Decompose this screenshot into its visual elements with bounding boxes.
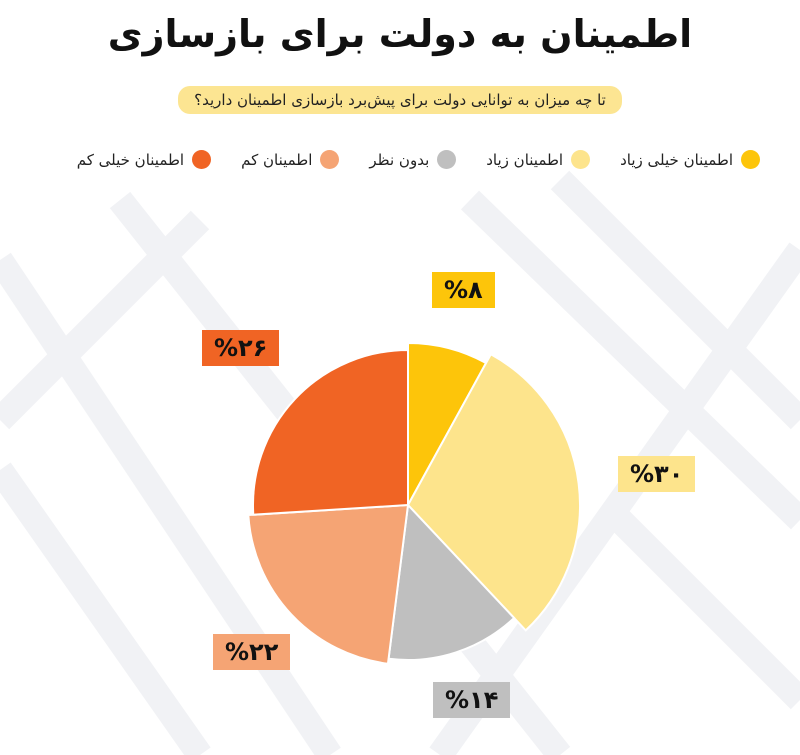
legend-swatch (571, 150, 591, 169)
background-stripe (610, 510, 800, 710)
data-label: %۸ (432, 272, 495, 308)
legend-swatch (437, 150, 457, 169)
background-stripe (0, 462, 211, 755)
data-label: %۱۴ (433, 682, 511, 718)
legend-label: اطمینان خیلی زیاد (620, 150, 733, 169)
background-stripe (0, 210, 210, 430)
legend-item: اطمینان زیاد (486, 150, 591, 169)
background-stripe (0, 252, 341, 755)
chart-subtitle: تا چه میزان به توانایی دولت برای پیش‌برد… (178, 86, 622, 114)
pie-slice (247, 503, 410, 665)
legend-item: اطمینان کم (241, 150, 340, 169)
legend-item: اطمینان خیلی کم (76, 150, 212, 169)
legend-label: بدون نظر (369, 150, 430, 169)
background-stripe (429, 242, 800, 755)
data-label: %۳۰ (618, 456, 696, 492)
pie-slice (387, 502, 516, 662)
chart-legend: اطمینان خیلی کم اطمینان کم بدون نظر اطمینان… (77, 150, 760, 169)
legend-label: اطمینان خیلی کم (76, 150, 185, 169)
data-label: %۲۶ (202, 330, 280, 366)
chart-title: اطمینان به دولت برای بازسازی (107, 12, 693, 56)
legend-label: اطمینان کم (241, 150, 313, 169)
legend-item: اطمینان خیلی زیاد (620, 150, 760, 169)
legend-item: بدون نظر (369, 150, 457, 169)
legend-swatch (320, 150, 340, 169)
legend-swatch (192, 150, 212, 169)
background-stripe (550, 170, 800, 430)
data-label: %۲۲ (213, 634, 291, 670)
pie-slice (406, 352, 581, 632)
pie-slice (252, 348, 409, 516)
legend-swatch (741, 150, 760, 169)
background-stripe (460, 190, 800, 530)
legend-label: اطمینان زیاد (486, 150, 564, 169)
subtitle-container: تا چه میزان به توانایی دولت برای پیش‌برد… (0, 86, 800, 114)
